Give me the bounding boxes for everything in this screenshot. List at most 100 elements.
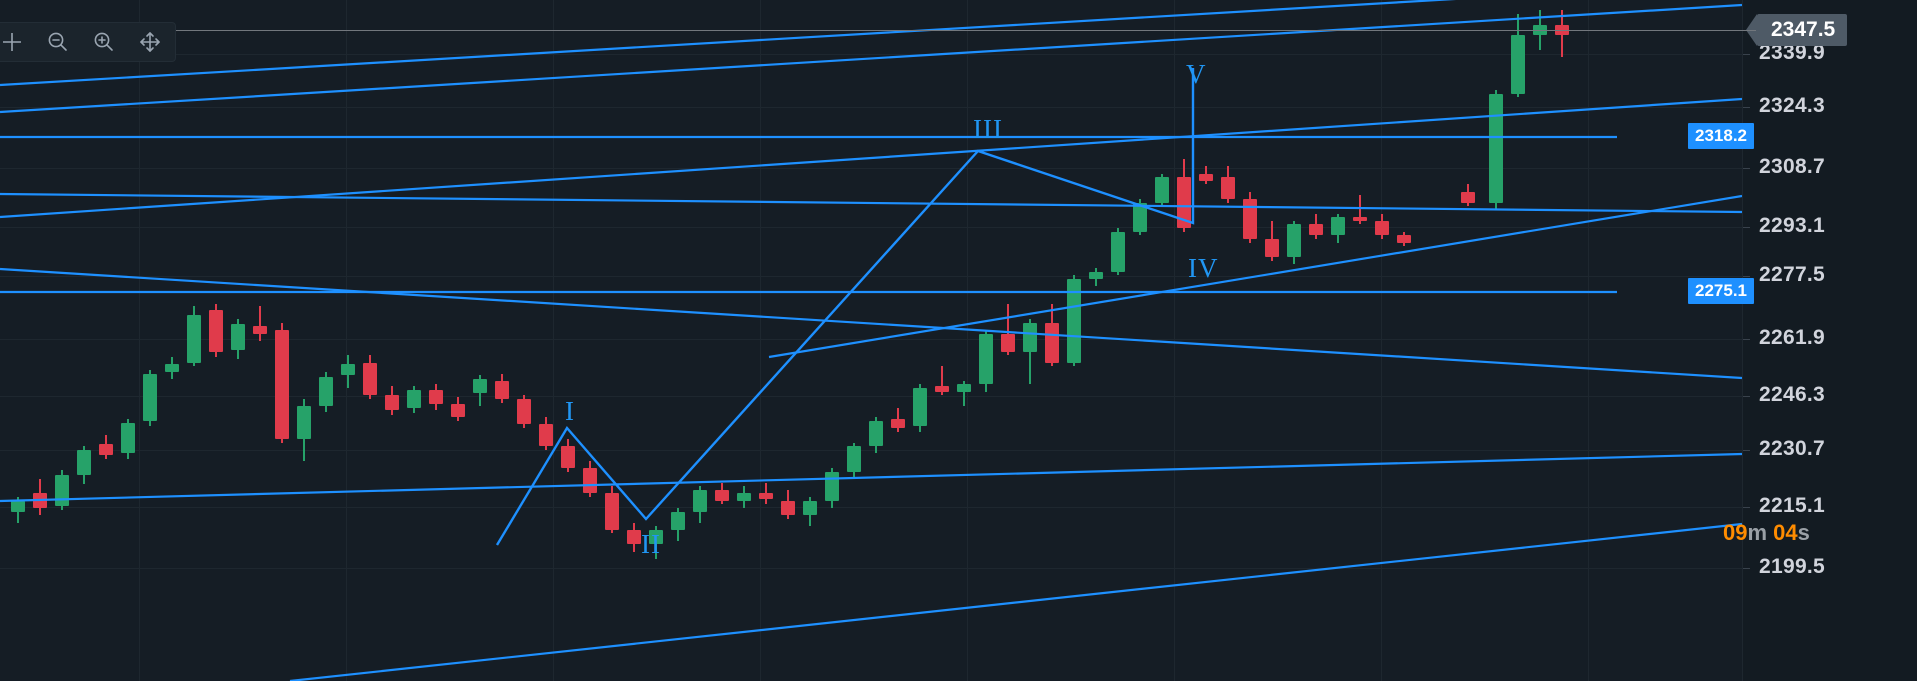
trendline[interactable] [0, 267, 1742, 380]
candle-body [979, 333, 993, 385]
countdown-minutes-unit: m [1747, 520, 1768, 545]
candlestick [1089, 268, 1103, 287]
candlestick [1155, 173, 1169, 207]
candlestick [715, 482, 729, 505]
candle-body [1001, 333, 1015, 352]
candle-body [847, 446, 861, 472]
candlestick [1221, 166, 1235, 203]
candlestick [121, 418, 135, 459]
chart-plot-area[interactable]: I II III IV V [0, 0, 1742, 681]
candlestick [583, 460, 597, 498]
candle-body [715, 489, 729, 501]
candlestick [1199, 166, 1213, 185]
candle-body [297, 406, 311, 439]
grid-line-vertical [346, 0, 347, 681]
candlestick [253, 306, 267, 341]
trendline[interactable] [0, 192, 1742, 214]
wave-label-iii[interactable]: III [973, 114, 1003, 144]
candlestick [231, 318, 245, 359]
trendline[interactable] [289, 522, 1742, 681]
wave-label-iv[interactable]: IV [1188, 253, 1219, 283]
candle-wick [1007, 304, 1009, 356]
candle-body [1067, 278, 1081, 363]
grid-line-vertical [967, 0, 968, 681]
candlestick [1533, 10, 1547, 50]
grid-line-horizontal [0, 54, 1742, 55]
candle-body [1045, 322, 1059, 363]
candlestick [1511, 13, 1525, 98]
wave-label-ii[interactable]: II [641, 529, 661, 559]
candle-body [1489, 93, 1503, 203]
candle-body [451, 404, 465, 418]
price-level-tag[interactable]: 2318.2 [1688, 123, 1754, 149]
candlestick [979, 329, 993, 392]
trendline[interactable] [0, 452, 1742, 503]
price-axis-tick [1743, 107, 1750, 108]
candle-body [99, 444, 113, 456]
candle-body [165, 364, 179, 372]
candlestick [913, 384, 927, 432]
grid-line-vertical [553, 0, 554, 681]
candle-body [1461, 191, 1475, 203]
candle-body [737, 493, 751, 501]
candlestick [1023, 318, 1037, 385]
candlestick [319, 371, 333, 412]
chart-zoom-toolbar[interactable] [0, 22, 176, 62]
candlestick [1111, 228, 1125, 276]
candle-body [253, 326, 267, 334]
candlestick [1243, 191, 1257, 243]
candle-body [429, 389, 443, 405]
crosshair-cursor-icon [1, 31, 23, 53]
candlestick [605, 486, 619, 534]
grid-line-vertical [139, 0, 140, 681]
last-price-tag: 2347.5 [1745, 14, 1848, 46]
candle-body [1331, 217, 1345, 236]
candle-body [957, 384, 971, 392]
candlestick [473, 375, 487, 407]
zoom-in-button[interactable] [81, 25, 127, 59]
price-axis-label: 2308.7 [1759, 155, 1826, 178]
price-axis-tick [1743, 339, 1750, 340]
candle-body [121, 422, 135, 454]
candle-body [1287, 224, 1301, 258]
trendline[interactable] [0, 0, 1742, 87]
price-axis[interactable]: 2339.9 2324.3 2308.7 2293.1 2277.5 2261.9 2246… [1723, 0, 1917, 681]
elliott-wave-path[interactable] [495, 68, 1195, 546]
crosshair-cursor-icon-button[interactable] [0, 25, 35, 59]
price-axis-label: 2261.9 [1759, 326, 1826, 349]
wave-label-v[interactable]: V [1186, 59, 1207, 89]
candle-wick [1029, 318, 1031, 385]
candlestick [187, 306, 201, 367]
grid-line-horizontal [0, 568, 1742, 569]
move-pan-button[interactable] [127, 25, 173, 59]
candlestick [385, 386, 399, 416]
candlestick [1001, 304, 1015, 356]
price-level-tag[interactable]: 2275.1 [1688, 278, 1754, 304]
candle-wick [1359, 195, 1361, 225]
candlestick [627, 522, 641, 552]
candlestick [561, 438, 575, 472]
bar-countdown-timer: 09m 04s [1723, 520, 1810, 546]
grid-line-horizontal [0, 450, 1742, 451]
candlestick [165, 357, 179, 379]
zoom-out-button[interactable] [35, 25, 81, 59]
wave-label-i[interactable]: I [565, 396, 575, 426]
candle-body [1133, 202, 1147, 232]
zoom-in-icon [92, 30, 116, 54]
candle-body [407, 389, 421, 409]
candlestick [1067, 275, 1081, 367]
candlestick [99, 435, 113, 459]
zoom-out-icon [46, 30, 70, 54]
candlestick [1309, 213, 1323, 239]
candlestick [1177, 159, 1191, 232]
elliott-wave-layer [495, 68, 1195, 546]
trendline[interactable] [768, 194, 1742, 359]
trendline[interactable] [0, 3, 1742, 114]
candle-body [935, 386, 949, 392]
grid-line-horizontal [0, 276, 1742, 277]
countdown-seconds-unit: s [1797, 520, 1810, 545]
grid-line-vertical [1381, 0, 1382, 681]
candle-body [649, 529, 663, 545]
candle-body [473, 378, 487, 394]
candlestick [1265, 220, 1279, 261]
